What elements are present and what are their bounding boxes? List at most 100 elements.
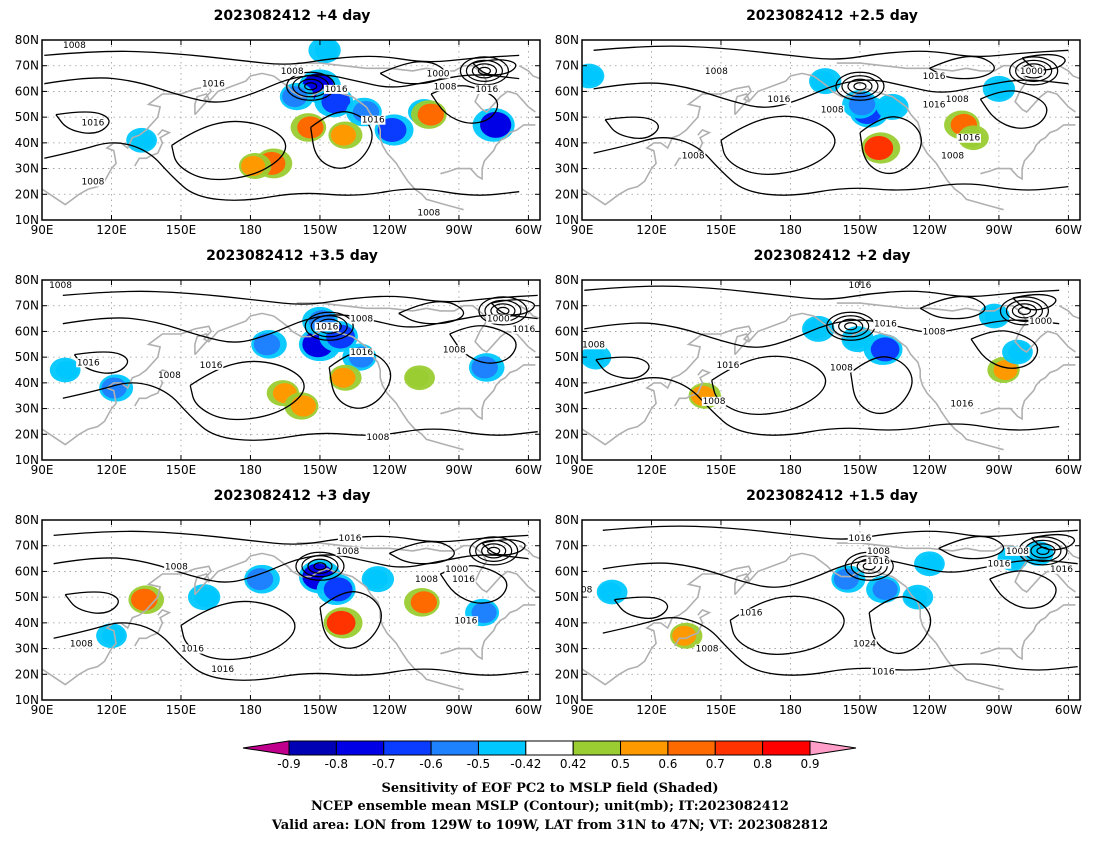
coastline — [194, 573, 210, 596]
lat-tick-label: 40N — [555, 376, 579, 390]
lat-tick-label: 50N — [555, 110, 579, 124]
panel-title: 2023082412 +2.5 day — [746, 8, 918, 24]
low-pressure-ring — [1009, 56, 1059, 86]
lon-tick-label: 150W — [843, 463, 878, 477]
sensitivity-patch — [194, 587, 219, 608]
lon-tick-label: 180 — [239, 463, 262, 477]
isobar — [449, 325, 517, 364]
isobar — [593, 79, 1069, 108]
lat-tick-label: 30N — [15, 162, 39, 176]
coastline — [836, 542, 967, 552]
lon-tick-label: 120E — [96, 223, 127, 237]
contour-label-bg — [198, 360, 224, 370]
coastline — [980, 124, 1076, 181]
lon-tick-label: 150E — [706, 223, 737, 237]
contour-label-bg — [1005, 546, 1030, 556]
isobar — [859, 116, 922, 175]
map-layers: 1016 1016 1008 1000 1008 1016 1008 1008 1016 — [582, 280, 1080, 460]
lat-tick-label: 80N — [15, 273, 39, 287]
colorbar: -0.9 -0.8 -0.7 -0.6 -0.5 -0.42 0.42 0.5 0.6 0.7 0.… — [242, 740, 857, 771]
contour-label: 1016 — [1050, 565, 1073, 575]
contour-label-bg — [847, 534, 873, 543]
low-pressure-ring — [469, 536, 519, 566]
coastline — [980, 604, 1076, 661]
sensitivity-patch — [363, 569, 388, 590]
lon-tick-label: 120E — [96, 703, 127, 717]
isobar — [64, 591, 119, 614]
isobar — [171, 120, 287, 181]
sensitivity-patch — [993, 360, 1018, 380]
contour-label: 1016 — [767, 95, 790, 105]
isobar — [584, 285, 1060, 300]
isobar — [989, 570, 1057, 609]
isobar — [919, 295, 986, 320]
coastline — [966, 544, 1076, 594]
low-pressure-ring — [1011, 303, 1038, 319]
colorbar-tick-label: 0.42 — [560, 757, 587, 771]
caption-line-1: Sensitivity of EOF PC2 to MSLP field (Sh… — [381, 781, 718, 796]
isobar — [439, 565, 508, 604]
contour-label-bg — [582, 340, 606, 350]
lon-tick-label: 180 — [239, 223, 262, 237]
low-pressure-ring — [301, 555, 339, 578]
lat-tick-label: 80N — [15, 513, 39, 527]
contour-label-bg — [314, 322, 340, 332]
lon-tick-label: 180 — [779, 703, 802, 717]
low-pressure-ring — [1005, 299, 1044, 322]
lat-tick-label: 70N — [555, 539, 579, 553]
contour-label-bg — [715, 360, 741, 370]
lat-tick-label: 50N — [15, 110, 39, 124]
low-pressure-ring — [313, 562, 327, 571]
contour-label: 1016 — [923, 72, 946, 82]
isobar — [389, 541, 455, 565]
coastline — [980, 364, 1076, 421]
isobar — [73, 351, 129, 374]
contour-label: 1008 — [705, 67, 728, 77]
low-pressure-ring — [295, 551, 345, 581]
contour-label-bg — [180, 644, 205, 654]
lon-tick-label: 60W — [515, 463, 542, 477]
lat-tick-label: 60N — [555, 564, 579, 578]
contour-label: 1008 — [82, 177, 105, 187]
sensitivity-patch — [1008, 342, 1031, 362]
contour-label-bg — [323, 84, 349, 94]
contour-label: 1016 — [211, 665, 234, 675]
lon-tick-label: 90W — [985, 463, 1012, 477]
sensitivity-patch — [102, 626, 125, 646]
sensitivity-patch — [323, 577, 353, 602]
sensitivity-patch — [848, 93, 876, 116]
isobar — [430, 85, 499, 124]
lon-tick-label: 150W — [303, 223, 338, 237]
contour-label: 1008 — [281, 67, 304, 77]
lat-tick-label: 70N — [15, 299, 39, 313]
panel-title: 2023082412 +3 day — [214, 488, 371, 504]
sensitivity-patch — [297, 116, 324, 139]
lat-tick-label: 80N — [555, 273, 579, 287]
colorbar-box — [288, 740, 337, 756]
contour-label: 1016 — [740, 609, 763, 619]
lon-tick-label: 60W — [1055, 703, 1082, 717]
isobar — [595, 356, 650, 380]
contour-label-bg — [164, 562, 189, 572]
lon-tick-label: 120W — [372, 223, 407, 237]
lon-tick-label: 90W — [445, 223, 472, 237]
colorbar-box — [762, 740, 811, 756]
isobar — [55, 111, 110, 134]
lon-tick-label: 120E — [636, 223, 667, 237]
lon-tick-label: 180 — [779, 223, 802, 237]
colorbar-box — [383, 740, 432, 756]
sensitivity-patch — [314, 40, 339, 61]
contour-label: 1016 — [475, 85, 498, 95]
lon-tick-label: 90E — [31, 463, 54, 477]
contour-label: 1016 — [362, 116, 385, 126]
contour-label-bg — [349, 314, 374, 324]
coastline — [836, 62, 967, 72]
contour-label-bg — [738, 608, 764, 618]
isobar — [310, 111, 373, 169]
sensitivity-patch — [471, 356, 498, 379]
contour-label-bg — [701, 396, 727, 406]
contour-label-bg — [870, 667, 896, 677]
map-frame — [581, 519, 1081, 701]
colorbar-box — [572, 740, 622, 756]
